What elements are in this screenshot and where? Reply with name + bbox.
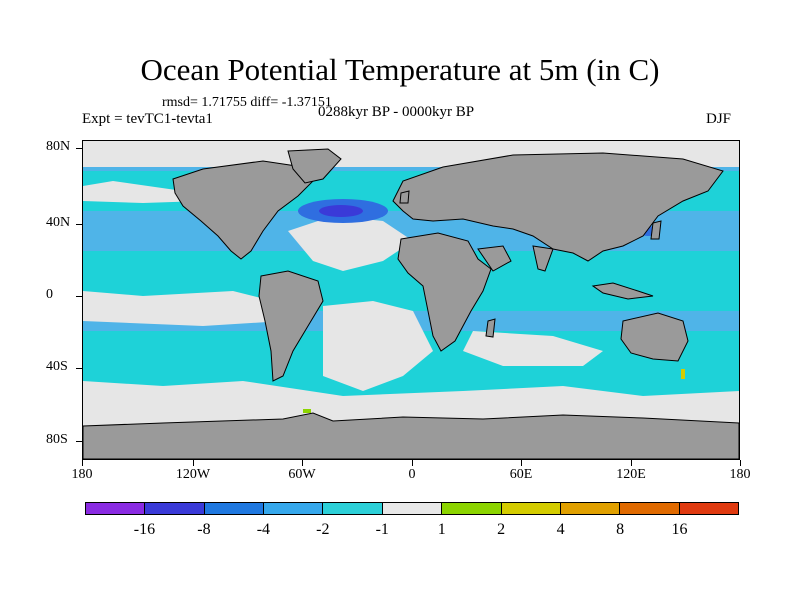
experiment-label: Expt = tevTC1-tevta1 (82, 111, 213, 127)
y-axis-tick (76, 441, 82, 442)
deep-blue-north-atlantic (319, 205, 363, 217)
color-bar-label: -8 (197, 521, 211, 538)
y-axis-label: 80S (46, 432, 68, 447)
color-bar-box (442, 503, 502, 514)
color-bar-label: 4 (556, 521, 565, 538)
map-canvas (83, 141, 739, 459)
x-axis-label: 180 (729, 467, 751, 482)
land-australia (620, 312, 689, 362)
land-greenland (287, 148, 342, 184)
period-label: 0288kyr BP - 0000kyr BP (318, 104, 475, 120)
x-axis-tick (82, 460, 83, 466)
x-axis-tick (412, 460, 413, 466)
color-bar-label: -16 (133, 521, 156, 538)
stats-text: rmsd= 1.71755 diff= -1.37151 (162, 95, 332, 110)
color-bar-label: -4 (256, 521, 271, 538)
land-africa (397, 232, 492, 352)
y-axis-tick (76, 296, 82, 297)
land-arabia (477, 245, 512, 272)
y-axis-label: 80N (46, 139, 71, 154)
x-axis-label: 120W (175, 467, 211, 482)
y-axis-label: 40N (46, 215, 71, 230)
x-axis-label: 180 (71, 467, 93, 482)
x-axis-label: 60E (509, 467, 533, 482)
land-masses (83, 148, 739, 459)
near-zero-pacific-tropic (83, 291, 283, 326)
color-bar-label: -1 (375, 521, 389, 538)
land-uk (399, 190, 410, 204)
land-south-america (258, 270, 324, 382)
y-axis-tick (76, 224, 82, 225)
land-japan (650, 220, 662, 240)
color-bar-box (204, 503, 265, 514)
x-axis-tick (302, 460, 303, 466)
land-madagascar (485, 318, 496, 338)
season-label: DJF (706, 111, 732, 127)
color-bar-label: -2 (316, 521, 330, 538)
color-bar-box (264, 503, 324, 514)
land-indonesia (591, 282, 654, 300)
color-bar-box (86, 503, 146, 514)
y-axis-label: 40S (46, 359, 68, 374)
yellow-patch-australia (681, 369, 685, 379)
color-bar-box (679, 503, 738, 514)
near-zero-atlantic (288, 216, 413, 271)
land-india (532, 245, 554, 272)
x-axis-label: 60W (288, 467, 316, 482)
x-axis-label: 120E (616, 467, 646, 482)
y-axis-tick (76, 368, 82, 369)
near-zero-indian-south (463, 331, 603, 366)
world-map (82, 140, 740, 460)
color-bar-box (323, 503, 383, 514)
color-bar-label: 2 (497, 521, 506, 538)
plot-title: Ocean Potential Temperature at 5m (in C) (140, 52, 660, 87)
color-bar-label: 1 (437, 521, 446, 538)
x-axis-tick (631, 460, 632, 466)
color-bar-box (501, 503, 561, 514)
near-zero-south-atlantic (323, 301, 433, 391)
color-bar-label: 16 (671, 521, 688, 538)
y-axis-tick (76, 148, 82, 149)
x-axis-tick (740, 460, 741, 466)
land-antarctica (83, 412, 739, 459)
land-eurasia (392, 152, 724, 262)
color-bar (85, 502, 739, 515)
color-bar-box (145, 503, 205, 514)
near-zero-southern-ocean (83, 381, 739, 426)
green-patch-drake (303, 409, 311, 413)
color-bar-box (382, 503, 443, 514)
color-bar-box (620, 503, 680, 514)
y-axis-label: 0 (46, 287, 53, 302)
x-axis-label: 0 (408, 467, 416, 482)
x-axis-tick (193, 460, 194, 466)
land-north-america (172, 160, 314, 260)
x-axis-tick (521, 460, 522, 466)
color-bar-box (560, 503, 621, 514)
color-bar-label: 8 (616, 521, 625, 538)
